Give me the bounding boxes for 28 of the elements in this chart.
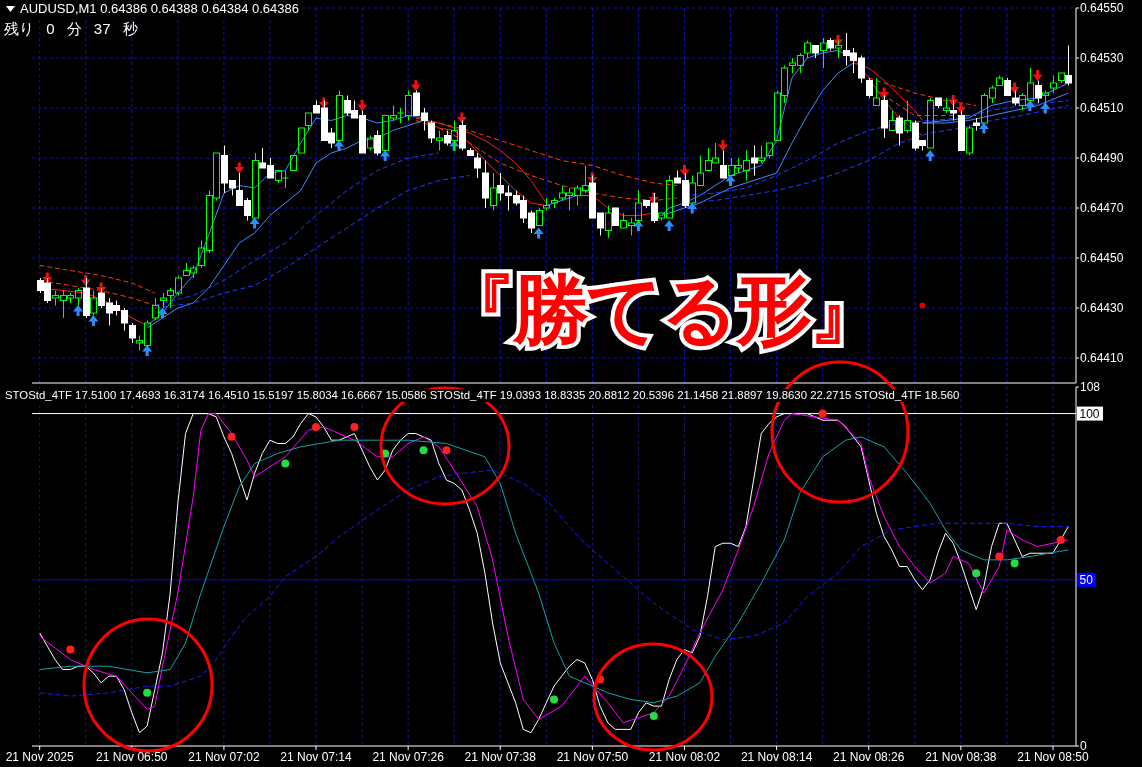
y-tick-label: 0.64550	[1080, 1, 1124, 15]
x-tick-label: 21 Nov 07:38	[464, 750, 537, 764]
y-tick-label: 0.64450	[1080, 251, 1124, 265]
y-tick-label: 0.64410	[1080, 351, 1124, 365]
y-tick-label: 0	[1080, 739, 1087, 753]
y-tick-label: 0.64430	[1080, 301, 1124, 315]
y-tick-label: 0.64490	[1080, 151, 1124, 165]
x-tick-label: 21 Nov 08:38	[925, 750, 997, 764]
chart-title: STOStd_4TF 17.5100 17.4693 16.3174 16.4510 15.5197 15.8034 16.6667 15.0586 STOStd_4TF 19.0393 18.8335 20.8812 20.5396 21.1458 21.8897 19.8630 22.2715 STOStd_4TF 18.560	[5, 389, 960, 401]
y-tick-label: 0.64530	[1080, 51, 1124, 65]
y-tick-label: 0.64510	[1080, 101, 1124, 115]
x-tick-label: 21 Nov 08:50	[1017, 750, 1089, 764]
y-tick-label: 0.64470	[1080, 201, 1124, 215]
x-tick-label: 21 Nov 2025	[5, 750, 75, 764]
x-tick-label: 21 Nov 07:50	[556, 750, 629, 764]
chart-title: AUDUSD,M1 0.64386 0.64388 0.64384 0.64386	[20, 1, 299, 16]
annotation: 『勝てる形』	[440, 267, 882, 352]
x-tick-label: 21 Nov 08:14	[740, 750, 813, 764]
x-tick-label: 21 Nov 07:26	[372, 750, 445, 764]
x-tick-label: 21 Nov 06:50	[96, 750, 168, 764]
ref-line-label: 100	[1079, 407, 1100, 422]
y-tick-label: 108	[1080, 380, 1101, 394]
x-tick-label: 21 Nov 07:14	[280, 750, 353, 764]
ref-line-label: 50	[1079, 573, 1094, 588]
x-tick-label: 21 Nov 08:02	[648, 750, 721, 764]
x-tick-label: 21 Nov 07:02	[188, 750, 260, 764]
x-tick-label: 21 Nov 08:26	[833, 750, 905, 764]
annotation: 残り 0 分 37 秒	[4, 20, 138, 37]
